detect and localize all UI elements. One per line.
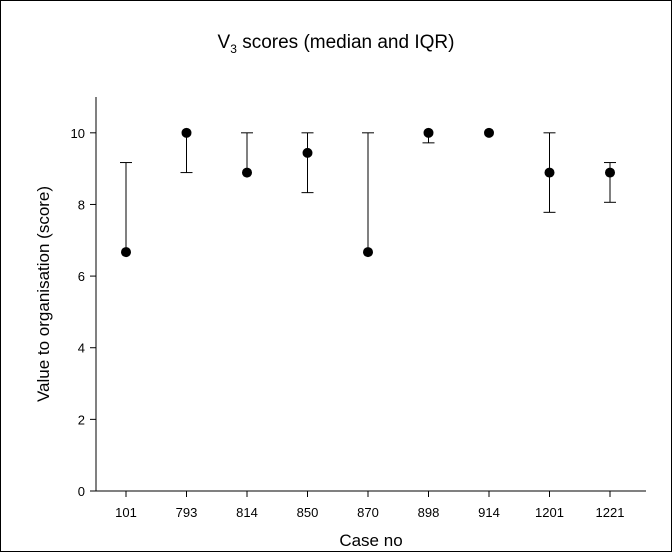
median-point bbox=[544, 167, 555, 178]
x-tick-label: 1201 bbox=[535, 505, 564, 520]
data-marks bbox=[120, 127, 616, 258]
median-point bbox=[121, 247, 131, 258]
x-tick-label: 1221 bbox=[596, 505, 625, 520]
x-tick-label: 850 bbox=[297, 505, 319, 520]
x-tick-label: 101 bbox=[115, 505, 137, 520]
x-ticks: 101 793 814 850 870 898 914 1201 1221 bbox=[115, 491, 624, 520]
median-point bbox=[181, 127, 192, 138]
y-tick-label: 6 bbox=[78, 269, 85, 284]
median-point bbox=[242, 167, 252, 178]
y-tick-label: 10 bbox=[71, 126, 85, 141]
median-point bbox=[363, 247, 373, 258]
median-point bbox=[302, 147, 313, 158]
y-axis-label: Value to organisation (score) bbox=[34, 186, 53, 402]
y-tick-label: 8 bbox=[78, 197, 85, 212]
x-tick-label: 898 bbox=[418, 505, 440, 520]
median-point bbox=[484, 127, 494, 138]
y-tick-label: 4 bbox=[78, 341, 85, 356]
x-tick-label: 914 bbox=[478, 505, 500, 520]
x-tick-label: 814 bbox=[236, 505, 258, 520]
chart-title-subscript: 3 bbox=[230, 42, 237, 56]
x-axis-label: Case no bbox=[339, 531, 402, 550]
chart-title-main: V bbox=[218, 32, 231, 53]
chart-title-rest: scores (median and IQR) bbox=[237, 32, 455, 53]
x-tick-label: 793 bbox=[176, 505, 198, 520]
y-tick-label: 2 bbox=[78, 412, 85, 427]
chart-title: V3 scores (median and IQR) bbox=[218, 32, 455, 56]
median-point bbox=[605, 167, 615, 178]
median-point bbox=[423, 127, 434, 138]
y-tick-label: 0 bbox=[78, 484, 85, 499]
x-tick-label: 870 bbox=[357, 505, 379, 520]
y-ticks: 0 2 4 6 8 10 bbox=[71, 126, 96, 499]
